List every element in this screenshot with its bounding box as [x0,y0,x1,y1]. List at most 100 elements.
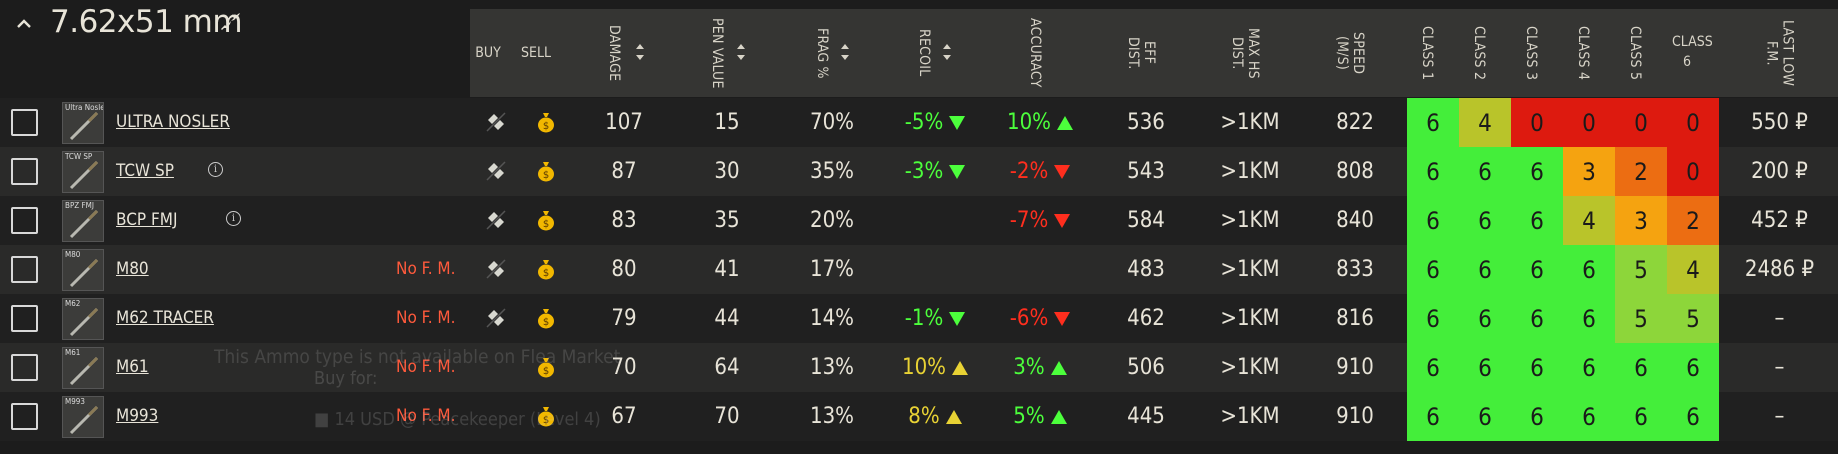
ammo-name-link[interactable]: TCW SP [116,161,174,181]
cartridge-icon [69,356,99,386]
money-bag-icon[interactable]: $ [534,257,558,281]
accuracy-value: -7% [995,196,1085,245]
col-class-1[interactable]: CLASS 1 [1419,25,1436,81]
class-6-durability: 6 [1667,343,1719,392]
damage-value: 67 [611,404,637,429]
sort-icon[interactable] [840,41,850,63]
trade-icon[interactable] [484,159,508,183]
accuracy-value: 5% [995,392,1085,441]
row-checkbox[interactable] [11,158,38,185]
row-checkbox[interactable] [11,403,38,430]
frag-value: 70% [810,110,854,135]
damage-value: 83 [611,208,637,233]
col-damage[interactable]: DAMAGE [580,9,648,97]
col-frag[interactable]: FRAG % [788,9,856,97]
speed-value: 808 [1336,159,1374,184]
frag-value: 35% [810,159,854,184]
col-class-6[interactable]: CLASS 6 [1672,34,1713,70]
damage-value: 70 [611,355,637,380]
ammo-thumbnail: M61 [62,347,104,389]
ammo-name-link[interactable]: M993 [116,406,159,426]
last-low-price: – [1774,355,1785,380]
ammo-thumbnail: BPZ FMJ [62,200,104,242]
col-max-hs-dist[interactable]: MAX HS DIST. [1229,27,1262,79]
table-row[interactable]: M62 M62 TRACER No F. M. $79 44 14% -1% -6% 462… [0,294,1838,343]
info-icon[interactable]: i [226,211,241,226]
class-5-durability: 0 [1615,98,1667,147]
col-accuracy[interactable]: ACCURACY [1027,18,1044,88]
max-hs-dist-value: >1KM [1220,306,1280,331]
row-checkbox[interactable] [11,305,38,332]
cartridge-icon [69,160,99,190]
frag-value: 17% [810,257,854,282]
max-hs-dist-value: >1KM [1220,355,1280,380]
col-last-low-fm[interactable]: LAST LOW F.M. [1763,19,1796,87]
class-5-durability: 5 [1615,245,1667,294]
row-checkbox[interactable] [11,256,38,283]
recoil-value: 10% [890,343,980,392]
table-row[interactable]: TCW SP TCW SP i $87 30 35% -3% -2% 543 >1KM 808 6… [0,147,1838,196]
trade-icon[interactable] [484,110,508,134]
frag-value: 14% [810,306,854,331]
column-header-bar: BUY SELL DAMAGE PEN VALUE FRAG % RECOIL … [470,9,1838,97]
col-class-3[interactable]: CLASS 3 [1523,25,1540,81]
class-4-durability: 6 [1563,343,1615,392]
money-bag-icon[interactable]: $ [534,110,558,134]
table-row[interactable]: M61 M61 No F. M. $70 64 13% 10% 3% 506 >1KM 910 6… [0,343,1838,392]
svg-text:$: $ [543,415,549,426]
info-icon[interactable]: i [208,162,223,177]
accuracy-value: 10% [995,98,1085,147]
col-speed[interactable]: SPEED (M/S) [1334,31,1367,75]
trade-icon[interactable] [484,306,508,330]
ammo-group-header[interactable]: 7.62x51 mm [0,0,470,46]
class-2-durability: 4 [1459,98,1511,147]
eff-dist-value: 445 [1127,404,1165,429]
sort-icon[interactable] [736,41,746,63]
table-row[interactable]: BPZ FMJ BCP FMJ i $83 35 20% -7% 584 >1KM 840 6 6… [0,196,1838,245]
ammo-name-link[interactable]: M61 [116,357,149,377]
class-5-durability: 3 [1615,196,1667,245]
recoil-value: 8% [890,392,980,441]
chevron-up-icon[interactable] [14,14,34,34]
sort-icon[interactable] [942,41,952,63]
damage-value: 80 [611,257,637,282]
money-bag-icon[interactable]: $ [534,355,558,379]
row-checkbox[interactable] [11,109,38,136]
svg-text:$: $ [543,317,549,328]
arrow-down-icon [1054,311,1071,326]
table-row[interactable]: M80 M80 No F. M. $80 41 17% 483 >1KM 833 6 6 6 6 5 4… [0,245,1838,294]
col-class-2[interactable]: CLASS 2 [1471,25,1488,81]
trade-icon[interactable] [484,208,508,232]
class-2-durability: 6 [1459,196,1511,245]
pen-value: 70 [714,404,740,429]
speed-value: 910 [1336,404,1374,429]
money-bag-icon[interactable]: $ [534,404,558,428]
money-bag-icon[interactable]: $ [534,208,558,232]
damage-value: 79 [611,306,637,331]
sort-icon[interactable] [635,41,645,63]
row-checkbox[interactable] [11,207,38,234]
ammo-name-link[interactable]: BCP FMJ [116,210,178,230]
col-sell: SELL [521,45,551,61]
col-class-4[interactable]: CLASS 4 [1575,25,1592,81]
ammo-name-link[interactable]: ULTRA NOSLER [116,112,230,132]
arrow-up-icon [952,360,968,375]
ammo-name-link[interactable]: M80 [116,259,149,279]
ammo-name-link[interactable]: M62 TRACER [116,308,214,328]
ammo-thumbnail: M62 [62,298,104,340]
table-row[interactable]: Ultra Nosler ULTRA NOSLER $107 15 70% -5% 10… [0,98,1838,147]
money-bag-icon[interactable]: $ [534,306,558,330]
trade-icon[interactable] [484,257,508,281]
eff-dist-value: 536 [1127,110,1165,135]
speed-value: 833 [1336,257,1374,282]
col-class-5[interactable]: CLASS 5 [1627,25,1644,81]
recoil-value: -1% [890,294,980,343]
ammo-thumbnail: M80 [62,249,104,291]
col-pen-value[interactable]: PEN VALUE [683,9,751,97]
col-eff-dist[interactable]: EFF DIST. [1125,36,1158,70]
table-row[interactable]: M993 M993 No F. M. $67 70 13% 8% 5% 445 >1KM 910… [0,392,1838,441]
row-checkbox[interactable] [11,354,38,381]
money-bag-icon[interactable]: $ [534,159,558,183]
frag-value: 13% [810,404,854,429]
col-recoil[interactable]: RECOIL [890,9,958,97]
